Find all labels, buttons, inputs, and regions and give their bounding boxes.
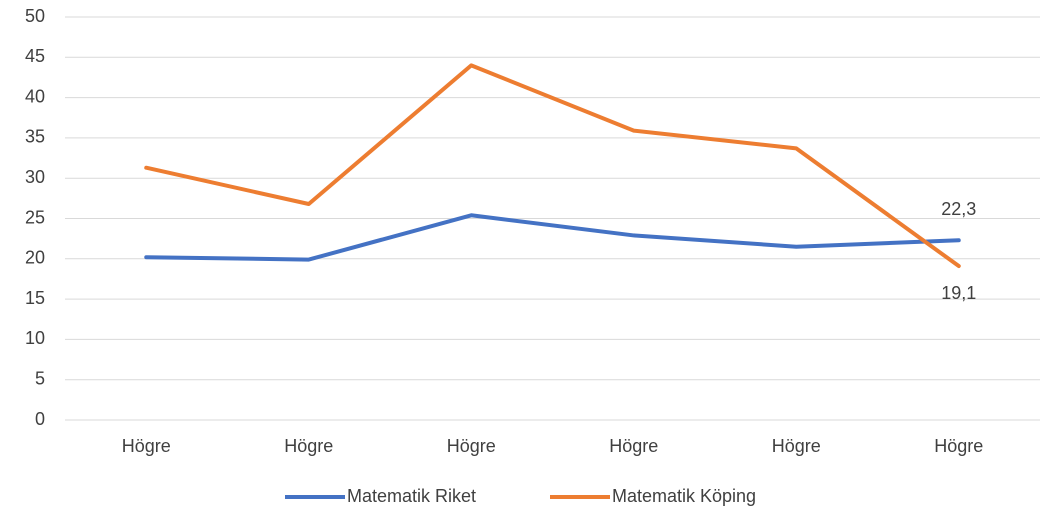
y-tick-label: 10 [25, 328, 45, 348]
series-line [144, 63, 961, 269]
y-tick-label: 25 [25, 207, 45, 227]
y-tick-label: 30 [25, 167, 45, 187]
y-tick-label: 50 [25, 6, 45, 26]
legend-label: Matematik Köping [612, 486, 756, 506]
y-tick-label: 45 [25, 46, 45, 66]
x-tick-label: Högre [772, 436, 821, 456]
x-tick-label: Högre [609, 436, 658, 456]
y-tick-label: 35 [25, 127, 45, 147]
y-tick-label: 15 [25, 288, 45, 308]
x-tick-label: Högre [284, 436, 333, 456]
y-tick-label: 40 [25, 86, 45, 106]
y-tick-label: 20 [25, 248, 45, 268]
x-tick-label: Högre [122, 436, 171, 456]
y-tick-label: 5 [35, 368, 45, 388]
x-tick-label: Högre [447, 436, 496, 456]
x-tick-label: Högre [934, 436, 983, 456]
data-label: 22,3 [941, 199, 976, 219]
y-tick-label: 0 [35, 409, 45, 429]
series-line [144, 213, 961, 262]
legend-label: Matematik Riket [347, 486, 476, 506]
data-label: 19,1 [941, 283, 976, 303]
